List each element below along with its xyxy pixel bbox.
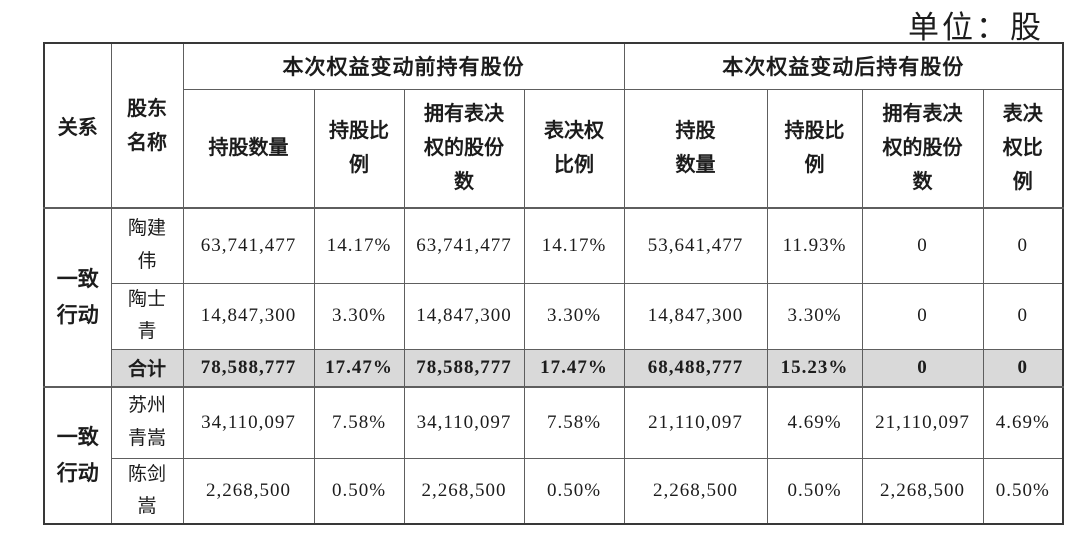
value-cell: 14.17% xyxy=(523,207,625,284)
value-cell: 0.50% xyxy=(523,457,625,525)
value-cell: 2,268,500 xyxy=(623,457,768,525)
value-cell: 11.93% xyxy=(766,207,863,284)
value-cell: 78,588,777 xyxy=(403,348,525,388)
header-after-shares-held-text: 持股数量 xyxy=(675,120,716,177)
value-cell: 63,741,477 xyxy=(403,207,525,284)
value-cell: 0 xyxy=(861,282,984,350)
subtotal-label-cell: 合计 xyxy=(110,348,184,388)
value-cell: 3.30% xyxy=(313,282,405,350)
value-cell: 3.30% xyxy=(523,282,625,350)
header-before-voting-ratio: 表决权比例 xyxy=(523,88,625,209)
table-row-suzhou-qingsong: 一致行动 苏州青嵩 34,110,097 7.58% 34,110,097 7.… xyxy=(43,386,1064,525)
shareholder-name-cell: 陶士青 xyxy=(110,282,184,350)
value-cell: 3.30% xyxy=(766,282,863,350)
value-cell: 7.58% xyxy=(523,386,625,459)
value-cell: 7.58% xyxy=(313,386,405,459)
header-after-voting-ratio: 表决权比例 xyxy=(982,88,1064,209)
table-row-chen-jiansong: 陈剑嵩 2,268,500 0.50% 2,268,500 0.50% 2,26… xyxy=(44,457,1064,525)
value-cell: 0.50% xyxy=(313,457,405,525)
header-before-group: 本次权益变动前持有股份 xyxy=(182,42,625,90)
shareholder-name-text: 陶士青 xyxy=(127,288,166,342)
value-cell: 17.47% xyxy=(523,348,625,388)
shareholder-name-text: 陶建伟 xyxy=(127,218,166,272)
header-after-voting-shares: 拥有表决权的股份数 xyxy=(861,88,984,209)
header-after-shareholding-ratio-text: 持股比例 xyxy=(784,120,845,177)
value-cell: 4.69% xyxy=(766,386,863,459)
relation-cell-group1: 一致行动 xyxy=(43,207,112,388)
value-cell: 2,268,500 xyxy=(861,457,984,525)
value-cell: 0.50% xyxy=(982,457,1064,525)
header-shareholder-name: 股东名称 xyxy=(110,42,184,209)
value-cell: 63,741,477 xyxy=(182,207,315,284)
header-before-shares-held-text: 持股数量 xyxy=(208,137,289,160)
shareholder-name-cell: 陶建伟 xyxy=(110,207,184,284)
header-after-voting-shares-text: 拥有表决权的股份数 xyxy=(882,103,963,194)
value-cell: 0 xyxy=(982,282,1064,350)
value-cell: 14,847,300 xyxy=(182,282,315,350)
header-before-voting-shares-text: 拥有表决权的股份数 xyxy=(424,103,504,194)
header-row-subcolumns: 持股数量 持股比例 拥有表决权的股份数 表决权比例 持股数量 持股比例 拥有表决… xyxy=(44,88,1064,209)
value-cell: 78,588,777 xyxy=(182,348,315,388)
relation-cell-group2-text: 一致行动 xyxy=(56,424,99,485)
header-before-shareholding-ratio-text: 持股比例 xyxy=(329,120,389,177)
value-cell: 0.50% xyxy=(766,457,863,525)
value-cell: 0 xyxy=(982,207,1064,284)
value-cell: 14,847,300 xyxy=(623,282,768,350)
value-cell: 17.47% xyxy=(313,348,405,388)
header-relation: 关系 xyxy=(43,42,112,209)
shareholder-name-cell: 苏州青嵩 xyxy=(110,386,184,459)
value-cell: 21,110,097 xyxy=(623,386,768,459)
shareholder-name-text: 陈剑嵩 xyxy=(127,463,166,517)
header-row-groups: 关系 股东名称 本次权益变动前持有股份 本次权益变动后持有股份 xyxy=(43,42,1064,209)
header-before-shareholding-ratio: 持股比例 xyxy=(313,88,405,209)
value-cell: 2,268,500 xyxy=(182,457,315,525)
value-cell: 15.23% xyxy=(766,348,863,388)
value-cell: 68,488,777 xyxy=(623,348,768,388)
relation-cell-group2: 一致行动 xyxy=(43,386,112,525)
header-after-shareholding-ratio: 持股比例 xyxy=(766,88,863,209)
value-cell: 21,110,097 xyxy=(861,386,984,459)
header-shareholder-name-text: 股东名称 xyxy=(127,97,167,154)
value-cell: 34,110,097 xyxy=(182,386,315,459)
table-row-tao-jianwei: 一致行动 陶建伟 63,741,477 14.17% 63,741,477 14… xyxy=(43,207,1064,388)
header-after-group: 本次权益变动后持有股份 xyxy=(623,42,1064,90)
unit-label: 单位：股 xyxy=(908,10,1044,45)
value-cell: 14.17% xyxy=(313,207,405,284)
value-cell: 14,847,300 xyxy=(403,282,525,350)
table-header: 关系 股东名称 本次权益变动前持有股份 本次权益变动后持有股份 持股数量 持股比… xyxy=(43,42,1064,209)
header-before-voting-ratio-text: 表决权比例 xyxy=(544,120,604,177)
header-after-voting-ratio-text: 表决权比例 xyxy=(1002,103,1043,194)
value-cell: 0 xyxy=(861,348,984,388)
relation-cell-group1-text: 一致行动 xyxy=(56,266,99,327)
header-before-shares-held: 持股数量 xyxy=(182,88,315,209)
table-row-subtotal: 合计 78,588,777 17.47% 78,588,777 17.47% 6… xyxy=(44,348,1064,388)
value-cell: 53,641,477 xyxy=(623,207,768,284)
header-after-shares-held: 持股数量 xyxy=(623,88,768,209)
value-cell: 0 xyxy=(861,207,984,284)
value-cell: 2,268,500 xyxy=(403,457,525,525)
shareholder-name-cell: 陈剑嵩 xyxy=(110,457,184,525)
value-cell: 4.69% xyxy=(982,386,1064,459)
value-cell: 34,110,097 xyxy=(403,386,525,459)
shareholder-name-text: 苏州青嵩 xyxy=(127,395,166,449)
value-cell: 0 xyxy=(982,348,1064,388)
shareholding-change-table: 关系 股东名称 本次权益变动前持有股份 本次权益变动后持有股份 持股数量 持股比… xyxy=(43,42,1064,526)
table-row-tao-shiqing: 陶士青 14,847,300 3.30% 14,847,300 3.30% 14… xyxy=(44,282,1064,350)
table-body: 一致行动 陶建伟 63,741,477 14.17% 63,741,477 14… xyxy=(43,207,1064,525)
header-before-voting-shares: 拥有表决权的股份数 xyxy=(403,88,525,209)
